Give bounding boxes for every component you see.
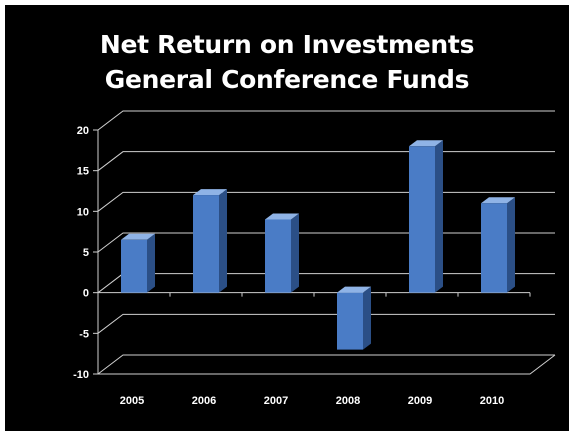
y-tick-label: 0 bbox=[83, 288, 89, 300]
axes bbox=[93, 129, 556, 375]
y-tick-label: 15 bbox=[77, 166, 89, 178]
bar-side bbox=[435, 140, 443, 293]
bar-2007 bbox=[265, 213, 299, 293]
y-tick-label: -5 bbox=[79, 328, 89, 340]
bar-top bbox=[193, 189, 227, 196]
bar-front bbox=[409, 146, 435, 293]
floor-edge bbox=[98, 354, 556, 375]
bar-top bbox=[265, 213, 299, 220]
gridline bbox=[97, 313, 555, 334]
bar-top bbox=[121, 233, 155, 240]
y-tick-label: 10 bbox=[77, 206, 89, 218]
x-tick-label: 2009 bbox=[408, 395, 432, 407]
bar-top bbox=[409, 140, 443, 147]
bar-front bbox=[193, 195, 219, 293]
bar-front bbox=[481, 203, 507, 293]
bar-side bbox=[219, 189, 227, 293]
bar-front bbox=[337, 292, 363, 350]
x-tick-label: 2005 bbox=[120, 395, 144, 407]
bar-top bbox=[337, 286, 371, 293]
gridline bbox=[97, 354, 555, 375]
bar-front bbox=[265, 219, 291, 293]
bar-2005 bbox=[121, 233, 155, 293]
bar-top bbox=[481, 197, 515, 204]
bar-2009 bbox=[409, 140, 443, 293]
x-tick-label: 2010 bbox=[480, 395, 504, 407]
gridline bbox=[97, 151, 555, 172]
x-tick-label: 2006 bbox=[192, 395, 216, 407]
tick-labels: -10 -5 0 5 10 15 20 2005 2006 2007 2008 2009 2010 bbox=[73, 125, 504, 407]
bar-2006 bbox=[193, 189, 227, 293]
bar-side bbox=[507, 197, 515, 293]
bar-2010 bbox=[481, 197, 515, 293]
x-tick-label: 2008 bbox=[336, 395, 360, 407]
y-tick-label: 20 bbox=[77, 125, 89, 137]
bar-side bbox=[147, 233, 155, 293]
bar-2008 bbox=[337, 286, 371, 350]
bar-front bbox=[121, 239, 147, 293]
bar-side bbox=[363, 286, 371, 350]
chart-title-line-2: General Conference Funds bbox=[104, 65, 470, 94]
gridline bbox=[97, 110, 555, 131]
bar-side bbox=[291, 213, 299, 293]
x-tick-label: 2007 bbox=[264, 395, 288, 407]
bars bbox=[121, 140, 515, 350]
y-tick-label: -10 bbox=[73, 369, 89, 381]
chart-title-line-1: Net Return on Investments bbox=[99, 30, 475, 59]
chart-title: Net Return on Investments General Confer… bbox=[5, 27, 569, 97]
y-tick-label: 5 bbox=[83, 247, 89, 259]
